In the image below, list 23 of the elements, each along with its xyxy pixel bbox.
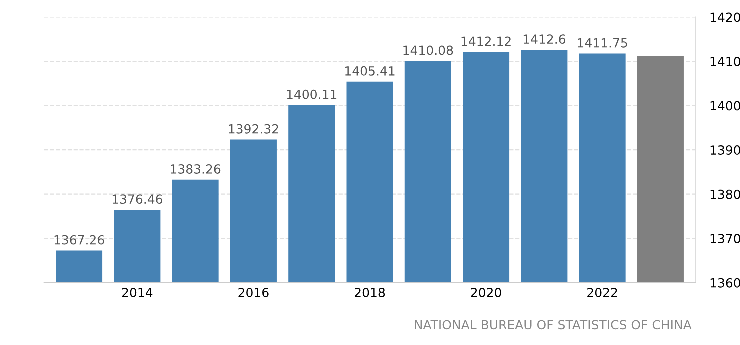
data-label: 1412.12 [462, 36, 511, 46]
x-tick-label: 2022 [588, 288, 618, 298]
y-tick-label: 1400 [710, 101, 740, 111]
x-tick-label: 2014 [122, 288, 153, 298]
y-tick-label: 1420 [710, 12, 740, 22]
y-tick-label: 1360 [710, 278, 740, 288]
y-tick-label: 1380 [710, 190, 740, 200]
data-label: 1410.08 [404, 46, 454, 56]
y-tick-label: 1390 [710, 146, 740, 155]
data-label: 1392.32 [229, 124, 278, 134]
y-tick-label: 1410 [710, 56, 740, 66]
data-label: 1383.26 [171, 164, 221, 174]
data-label: 1412.6 [524, 34, 566, 44]
x-tick-label: 2018 [355, 288, 386, 298]
data-label: 1411.75 [578, 38, 628, 48]
y-tick-label: 1370 [710, 234, 740, 244]
text: NATIONAL BUREAU OF STATISTICS OF CHINA [415, 320, 692, 330]
x-tick-label: 2016 [238, 288, 269, 298]
x-tick-label: 2020 [471, 288, 502, 298]
data-label: 1400.11 [287, 90, 337, 100]
data-label: 1405.41 [346, 66, 395, 76]
data-label: 1376.46 [112, 194, 162, 204]
data-label: 1367.26 [54, 235, 104, 245]
